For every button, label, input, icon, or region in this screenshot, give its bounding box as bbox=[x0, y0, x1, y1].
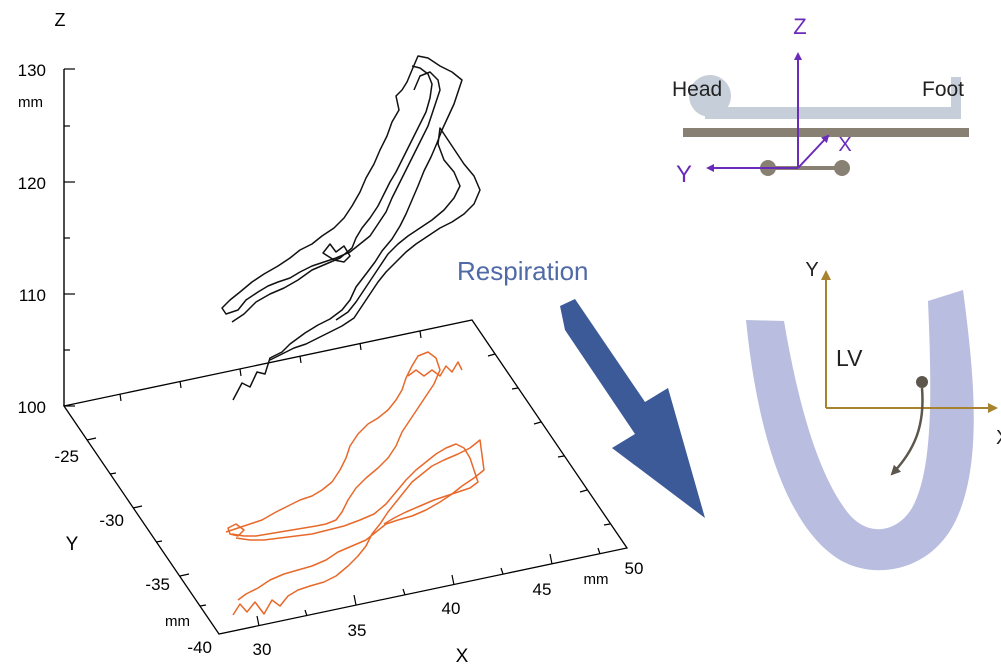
x-tick-label-50: 50 bbox=[625, 559, 644, 578]
y-tick-label-35: -35 bbox=[145, 575, 170, 594]
table-x-label: X bbox=[838, 134, 851, 156]
patient-head bbox=[689, 75, 731, 117]
motion-arrow bbox=[890, 387, 924, 476]
z-axis-letter: Z bbox=[55, 10, 66, 30]
back-edge-ticks bbox=[119, 330, 422, 402]
head-label: Head bbox=[672, 78, 722, 101]
y-axis-letter: Y bbox=[66, 534, 79, 555]
respiration-label: Respiration bbox=[457, 256, 589, 286]
z-tick-label-110: 110 bbox=[19, 286, 46, 305]
table-x-axis bbox=[797, 134, 830, 169]
plot-3d: Z 130 mm 120 110 100 bbox=[18, 10, 644, 666]
x-tick-label-45: 45 bbox=[533, 580, 552, 599]
floor-box bbox=[62, 319, 629, 635]
scanner-table bbox=[683, 128, 969, 137]
y-tick-label-30: -30 bbox=[99, 511, 124, 530]
table-diagram: Head Foot Z Y X bbox=[672, 14, 969, 188]
far-edge-ticks bbox=[487, 353, 611, 526]
z-tick-label-120: 120 bbox=[18, 174, 46, 193]
x-tick-label-40: 40 bbox=[442, 599, 461, 618]
x-tick-label-35: 35 bbox=[348, 621, 367, 640]
trajectory-projection bbox=[225, 351, 485, 616]
z-axis-ticks bbox=[64, 68, 75, 407]
table-z-label: Z bbox=[793, 14, 806, 39]
foot-label: Foot bbox=[922, 78, 964, 101]
y-axis-ticks bbox=[86, 437, 207, 607]
y-unit-label: mm bbox=[165, 613, 190, 630]
lv-x-label: X bbox=[996, 427, 1001, 449]
respiration-arrow-group: Respiration bbox=[457, 256, 705, 518]
motion-marker bbox=[916, 376, 928, 388]
lv-label: LV bbox=[836, 345, 863, 371]
x-axis-ticks bbox=[256, 547, 601, 627]
patient-foot bbox=[951, 77, 961, 119]
respiration-arrow bbox=[560, 299, 705, 518]
lv-y-label: Y bbox=[805, 259, 818, 281]
z-unit-label: mm bbox=[18, 94, 43, 111]
z-tick-label-100: 100 bbox=[18, 398, 46, 417]
heart-diagram: Y X LV bbox=[746, 259, 1001, 571]
patient-body bbox=[705, 107, 958, 119]
table-y-label: Y bbox=[676, 161, 692, 188]
x-tick-label-30: 30 bbox=[253, 640, 272, 659]
x-axis-letter: X bbox=[456, 646, 469, 666]
x-unit-label: mm bbox=[584, 571, 609, 588]
rod-end-right bbox=[834, 160, 850, 176]
y-tick-label-40: -40 bbox=[187, 638, 212, 657]
y-tick-label-25: -25 bbox=[54, 447, 79, 466]
trajectory-3d bbox=[221, 55, 481, 401]
myocardium-band bbox=[746, 290, 974, 571]
z-tick-label-130: 130 bbox=[18, 61, 46, 80]
